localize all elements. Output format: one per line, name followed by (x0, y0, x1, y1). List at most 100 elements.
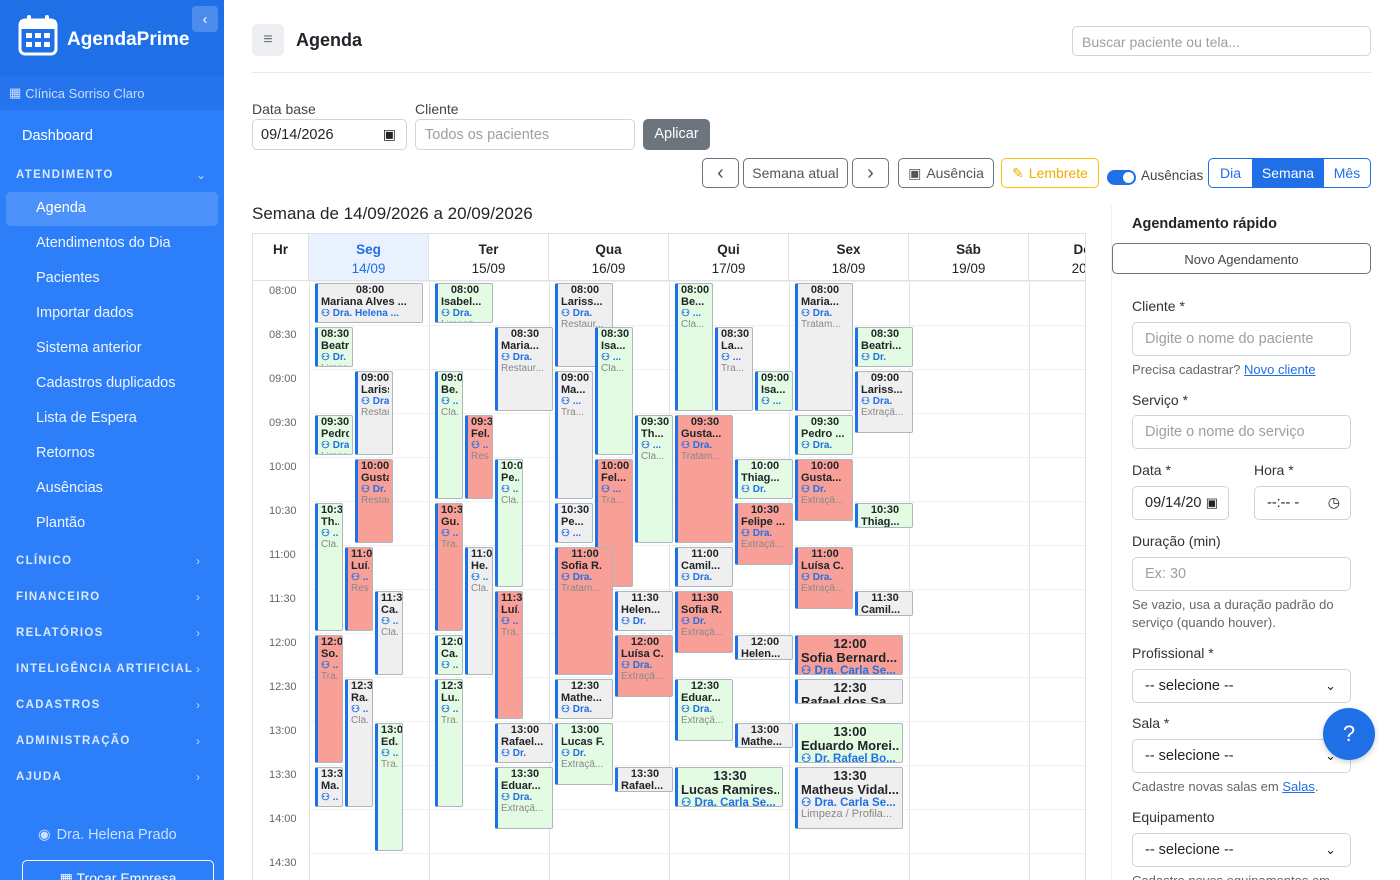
appointment-event[interactable]: 13:00 Rafael... ⚇ Dr. (495, 723, 553, 763)
appointment-event[interactable]: 08:30 La... ⚇ ... Tra... (715, 327, 753, 411)
collapse-sidebar-button[interactable]: ‹ (192, 6, 218, 32)
next-week-button[interactable]: › (852, 158, 889, 188)
nav-section-atendimento[interactable]: ATENDIMENTO (16, 169, 114, 181)
menu-toggle-button[interactable]: ≡ (252, 24, 284, 56)
appointment-event[interactable]: 11:30 Sofia R. ⚇ Dr. Extraçã... (675, 591, 733, 653)
nav-item-4[interactable]: Sistema anterior (36, 340, 142, 356)
nav-section-2[interactable]: RELATÓRIOS (16, 627, 104, 639)
appointment-event[interactable]: 09:00 Ma... ⚇ ... Tra... (555, 371, 593, 499)
appointment-event[interactable]: 10:30 Felipe ... ⚇ Dra. Extraçã... (735, 503, 793, 565)
appointment-event[interactable]: 08:00 Mariana Alves ... ⚇ Dra. Helena ... (315, 283, 423, 323)
nav-item-6[interactable]: Lista de Espera (36, 410, 137, 426)
reminder-button[interactable]: ✎ Lembrete (1001, 158, 1099, 188)
appointment-event[interactable]: 10:30 Thiag... (855, 503, 913, 529)
appointment-event[interactable]: 10:00 Thiag... ⚇ Dr. (735, 459, 793, 499)
appointment-event[interactable]: 09:30 Pedro ... ⚇ Dra. (795, 415, 853, 455)
nav-item-0[interactable]: Agenda (36, 200, 86, 216)
appointment-event[interactable]: 11:00 Luísa C. ⚇ Dra. Extraçã... (795, 547, 853, 609)
equipment-select[interactable]: -- selecione -- ⌄ (1132, 833, 1351, 867)
appointment-event[interactable]: 08:30 Maria... ⚇ Dra. Restaur... (495, 327, 553, 411)
nav-section-6[interactable]: AJUDA (16, 771, 63, 783)
appointment-event[interactable]: 13:30Ma...⚇ ... (315, 767, 343, 807)
appointment-event[interactable]: 09:00 Isa... ⚇ ... (755, 371, 793, 411)
appointment-event[interactable]: 12:00 Helen... (735, 635, 793, 661)
appointment-event[interactable]: 08:00 Maria... ⚇ Dra. Tratam... (795, 283, 853, 411)
professional-select[interactable]: -- selecione -- ⌄ (1132, 669, 1351, 703)
appointment-event[interactable]: 09:00 Lariss... ⚇ Dra. Extraçã... (855, 371, 913, 433)
appointment-event[interactable]: 13:30 Matheus Vidal... ⚇ Dra. Carla Se... L… (795, 767, 903, 829)
appointment-event[interactable]: 12:00 Sofia Bernard... ⚇ Dra. Carla Se... (795, 635, 903, 675)
appointment-event[interactable]: 11:30 Camil... (855, 591, 913, 617)
nav-item-2[interactable]: Pacientes (36, 270, 100, 286)
appointment-event[interactable]: 08:00 Lariss... ⚇ Dra. Restaur... (555, 283, 613, 367)
day-header[interactable]: Sáb 19/09 (909, 234, 1029, 281)
nav-section-4[interactable]: CADASTROS (16, 699, 101, 711)
day-header[interactable]: Qua 16/09 (549, 234, 669, 281)
appointment-event[interactable]: 13:00 Lucas F. ⚇ Dr. Extraçã... (555, 723, 613, 785)
appointment-event[interactable]: 11:30Luí...⚇ ...Tra... (495, 591, 523, 719)
appointment-event[interactable]: 13:00 Eduardo Morei... ⚇ Dr. Rafael Bo... (795, 723, 903, 763)
nav-section-5[interactable]: ADMINISTRAÇÃO (16, 735, 131, 747)
appointment-event[interactable]: 12:30 Eduar... ⚇ Dra. Extraçã... (675, 679, 733, 741)
nav-section-0[interactable]: CLÍNICO (16, 555, 73, 567)
day-header[interactable]: Ter 15/09 (429, 234, 549, 281)
global-search-input[interactable]: Buscar paciente ou tela... (1072, 26, 1371, 56)
appointment-event[interactable]: 13:30 Eduar... ⚇ Dra. Extraçã... (495, 767, 553, 829)
appointment-event[interactable]: 08:30 Beatri... ⚇ Dr. (855, 327, 913, 367)
view-week-button[interactable]: Semana (1252, 158, 1324, 188)
absences-toggle[interactable] (1107, 170, 1136, 185)
absence-button[interactable]: ▣ Ausência (898, 158, 994, 188)
nav-item-7[interactable]: Retornos (36, 445, 95, 461)
appointment-event[interactable]: 11:00 Sofia R. ⚇ Dra. Tratam... (555, 547, 613, 675)
nav-item-1[interactable]: Atendimentos do Dia (36, 235, 171, 251)
appointment-event[interactable]: 10:00 Gusta... ⚇ Dr. Extraçã... (795, 459, 853, 521)
appointment-event[interactable]: 10:30 Pe... ⚇ ... (555, 503, 593, 543)
appointment-event[interactable]: 09:30 Th... ⚇ ... Cla... (635, 415, 673, 543)
current-week-button[interactable]: Semana atual (743, 158, 848, 188)
appointment-event[interactable]: 09:30 Gusta... ⚇ Dra. Tratam... (675, 415, 733, 543)
nav-dashboard[interactable]: Dashboard (22, 128, 93, 144)
day-header[interactable]: Seg 14/09 (309, 234, 429, 281)
date-base-input[interactable]: 09/14/2026 ▣ (252, 119, 407, 150)
nav-item-8[interactable]: Ausências (36, 480, 103, 496)
appointment-event[interactable]: 12:30 Mathe... ⚇ Dra. (555, 679, 613, 719)
appointment-event[interactable]: 13:00 Mathe... (735, 723, 793, 749)
prev-week-button[interactable]: ‹ (702, 158, 739, 188)
nav-item-5[interactable]: Cadastros duplicados (36, 375, 176, 391)
new-client-link[interactable]: Novo cliente (1244, 362, 1316, 377)
clinic-name[interactable]: ▦ Clínica Sorriso Claro (0, 76, 224, 110)
client-input[interactable]: Digite o nome do paciente (1132, 322, 1351, 356)
nav-section-1[interactable]: FINANCEIRO (16, 591, 101, 603)
switch-company-button[interactable]: ▦ Trocar Empresa (22, 860, 214, 880)
appointment-event[interactable]: 12:00 Luísa C. ⚇ Dra. Extraçã... (615, 635, 673, 697)
help-button[interactable]: ? (1323, 708, 1375, 760)
client-filter-input[interactable]: Todos os pacientes (415, 119, 635, 150)
appointment-event[interactable]: 13:30 Lucas Ramires... ⚇ Dra. Carla Se... (675, 767, 783, 807)
new-appointment-button[interactable]: Novo Agendamento (1112, 243, 1371, 274)
time-input[interactable]: --:-- - ◷ (1254, 486, 1351, 520)
appointment-event[interactable]: 12:00Ca...⚇ ... (435, 635, 463, 675)
nav-section-3[interactable]: INTELIGÊNCIA ARTIFICIAL (16, 663, 194, 675)
service-input[interactable]: Digite o nome do serviço (1132, 415, 1351, 449)
duration-input[interactable]: Ex: 30 (1132, 557, 1351, 591)
nav-item-9[interactable]: Plantão (36, 515, 86, 531)
rooms-link[interactable]: Salas (1282, 779, 1315, 794)
view-month-button[interactable]: Mês (1323, 158, 1371, 188)
appointment-event[interactable]: 13:30 Rafael... (615, 767, 673, 793)
appointment-event[interactable]: 11:30 Helen... ⚇ Dr. (615, 591, 673, 631)
nav-item-3[interactable]: Importar dados (36, 305, 134, 321)
